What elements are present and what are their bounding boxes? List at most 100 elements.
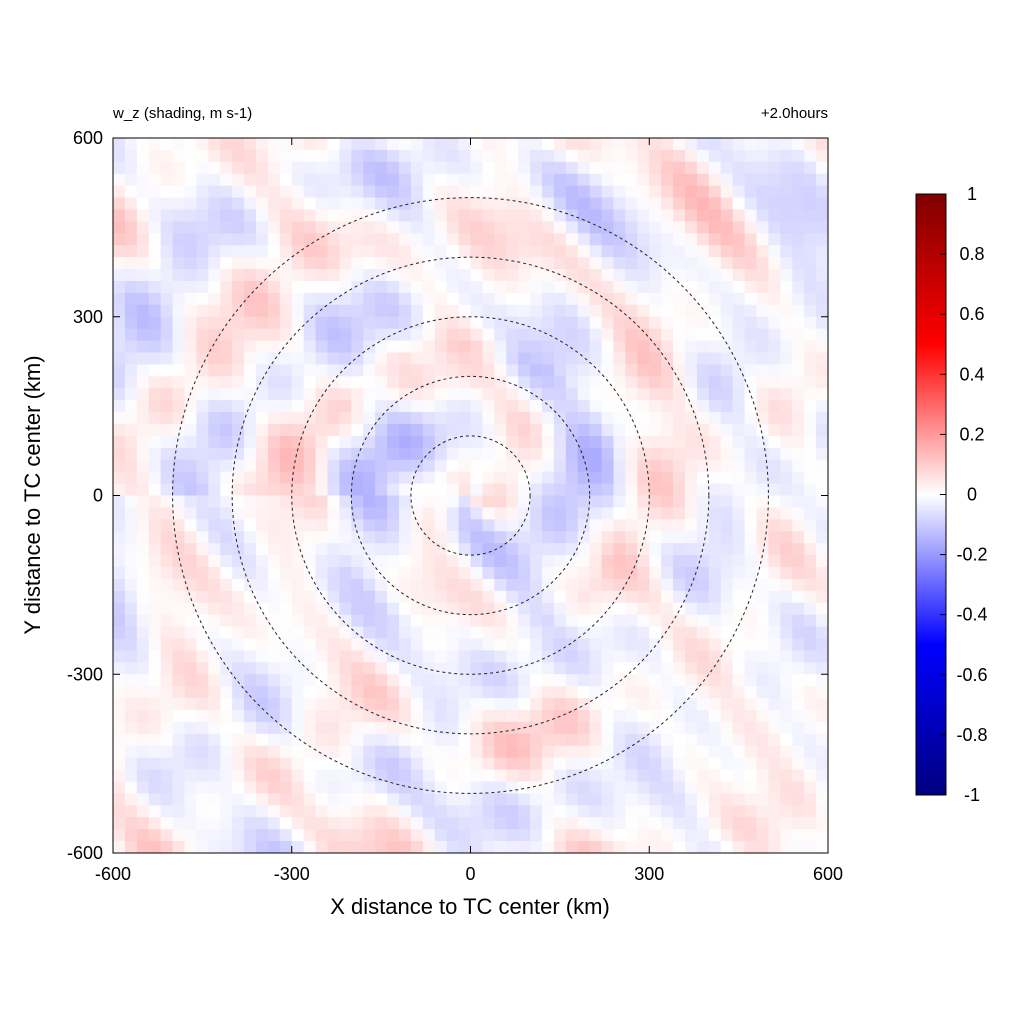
field-cell: [315, 304, 329, 318]
field-cell: [601, 626, 615, 640]
field-cell: [196, 185, 209, 199]
field-cell: [494, 567, 507, 580]
field-cell: [506, 173, 519, 187]
field-cell: [470, 209, 484, 223]
field-cell: [172, 281, 186, 294]
field-cell: [649, 578, 662, 592]
field-cell: [363, 483, 376, 497]
field-cell: [565, 710, 579, 723]
field-cell: [792, 447, 805, 461]
field-cell: [160, 614, 174, 628]
field-cell: [124, 328, 138, 342]
field-cell: [208, 173, 221, 187]
field-cell: [303, 173, 317, 187]
field-cell: [732, 245, 746, 258]
field-cell: [279, 424, 293, 437]
field-cell: [363, 638, 376, 652]
field-cell: [315, 376, 329, 389]
field-cell: [387, 459, 400, 473]
field-cell: [577, 733, 591, 747]
field-cell: [482, 733, 495, 747]
field-cell: [244, 507, 257, 520]
field-cell: [279, 710, 293, 723]
field-cell: [470, 805, 484, 818]
field-cell: [768, 829, 781, 842]
field-cell: [732, 602, 746, 616]
field-cell: [208, 543, 221, 556]
field-cell: [482, 495, 495, 509]
field-cell: [232, 197, 245, 211]
field-cell: [720, 269, 734, 282]
field-cell: [470, 435, 484, 449]
field-cell: [256, 602, 269, 616]
field-cell: [124, 185, 138, 199]
field-cell: [601, 209, 615, 223]
field-cell: [768, 364, 781, 377]
field-cell: [160, 471, 174, 485]
field-cell: [685, 471, 698, 485]
field-cell: [744, 721, 758, 735]
field-cell: [232, 435, 245, 449]
field-cell: [291, 793, 305, 806]
field-cell: [661, 495, 674, 509]
field-cell: [553, 543, 567, 556]
field-cell: [756, 352, 770, 366]
field-cell: [565, 662, 579, 675]
field-cell: [589, 161, 603, 175]
field-cell: [637, 161, 650, 175]
field-cell: [506, 567, 519, 580]
field-cell: [339, 841, 352, 853]
field-cell: [720, 400, 734, 413]
field-cell: [744, 674, 758, 687]
field-cell: [267, 781, 281, 795]
field-cell: [339, 781, 352, 795]
field-cell: [768, 650, 781, 663]
field-cell: [530, 829, 543, 842]
field-cell: [816, 817, 828, 830]
field-cell: [434, 781, 448, 795]
field-cell: [315, 567, 329, 580]
field-cell: [553, 841, 567, 853]
field-cell: [518, 376, 531, 389]
field-cell: [804, 257, 817, 270]
field-cell: [339, 424, 352, 437]
field-cell: [744, 424, 758, 437]
field-cell: [804, 161, 817, 175]
field-cell: [637, 733, 650, 747]
field-cell: [124, 233, 138, 246]
field-cell: [422, 745, 436, 759]
field-cell: [351, 829, 364, 842]
field-cell: [720, 424, 734, 437]
field-cell: [327, 328, 341, 342]
field-cell: [649, 686, 662, 699]
field-cell: [363, 197, 376, 211]
field-cell: [327, 459, 341, 473]
field-cell: [136, 197, 150, 211]
field-cell: [267, 698, 281, 711]
field-cell: [446, 483, 460, 497]
field-cell: [661, 185, 674, 199]
field-cell: [136, 424, 150, 437]
field-cell: [804, 340, 817, 354]
field-cell: [780, 733, 793, 747]
field-cell: [625, 161, 638, 175]
field-cell: [232, 281, 245, 294]
field-cell: [267, 543, 281, 556]
field-cell: [553, 495, 567, 509]
field-cell: [267, 519, 281, 532]
field-cell: [518, 698, 531, 711]
field-cell: [327, 567, 341, 580]
field-cell: [506, 781, 519, 795]
field-cell: [244, 543, 257, 556]
field-cell: [267, 721, 281, 735]
field-cell: [458, 209, 472, 223]
field-cell: [351, 602, 364, 616]
field-cell: [732, 543, 746, 556]
field-cell: [351, 447, 364, 461]
field-cell: [184, 388, 198, 401]
field-cell: [494, 161, 507, 175]
field-cell: [315, 269, 329, 282]
field-cell: [244, 519, 257, 532]
field-cell: [446, 245, 460, 258]
field-cell: [232, 364, 245, 377]
